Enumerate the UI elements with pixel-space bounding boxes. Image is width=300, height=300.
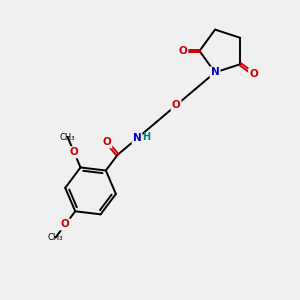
Text: O: O <box>249 69 258 79</box>
Text: O: O <box>178 46 188 56</box>
Text: O: O <box>103 137 111 147</box>
Text: N: N <box>211 68 219 77</box>
Text: O: O <box>61 220 70 230</box>
Text: O: O <box>70 147 78 157</box>
Text: CH₃: CH₃ <box>60 133 75 142</box>
Text: N: N <box>133 134 141 143</box>
Text: O: O <box>172 100 180 110</box>
Text: H: H <box>142 132 151 142</box>
Text: CH₃: CH₃ <box>48 233 63 242</box>
